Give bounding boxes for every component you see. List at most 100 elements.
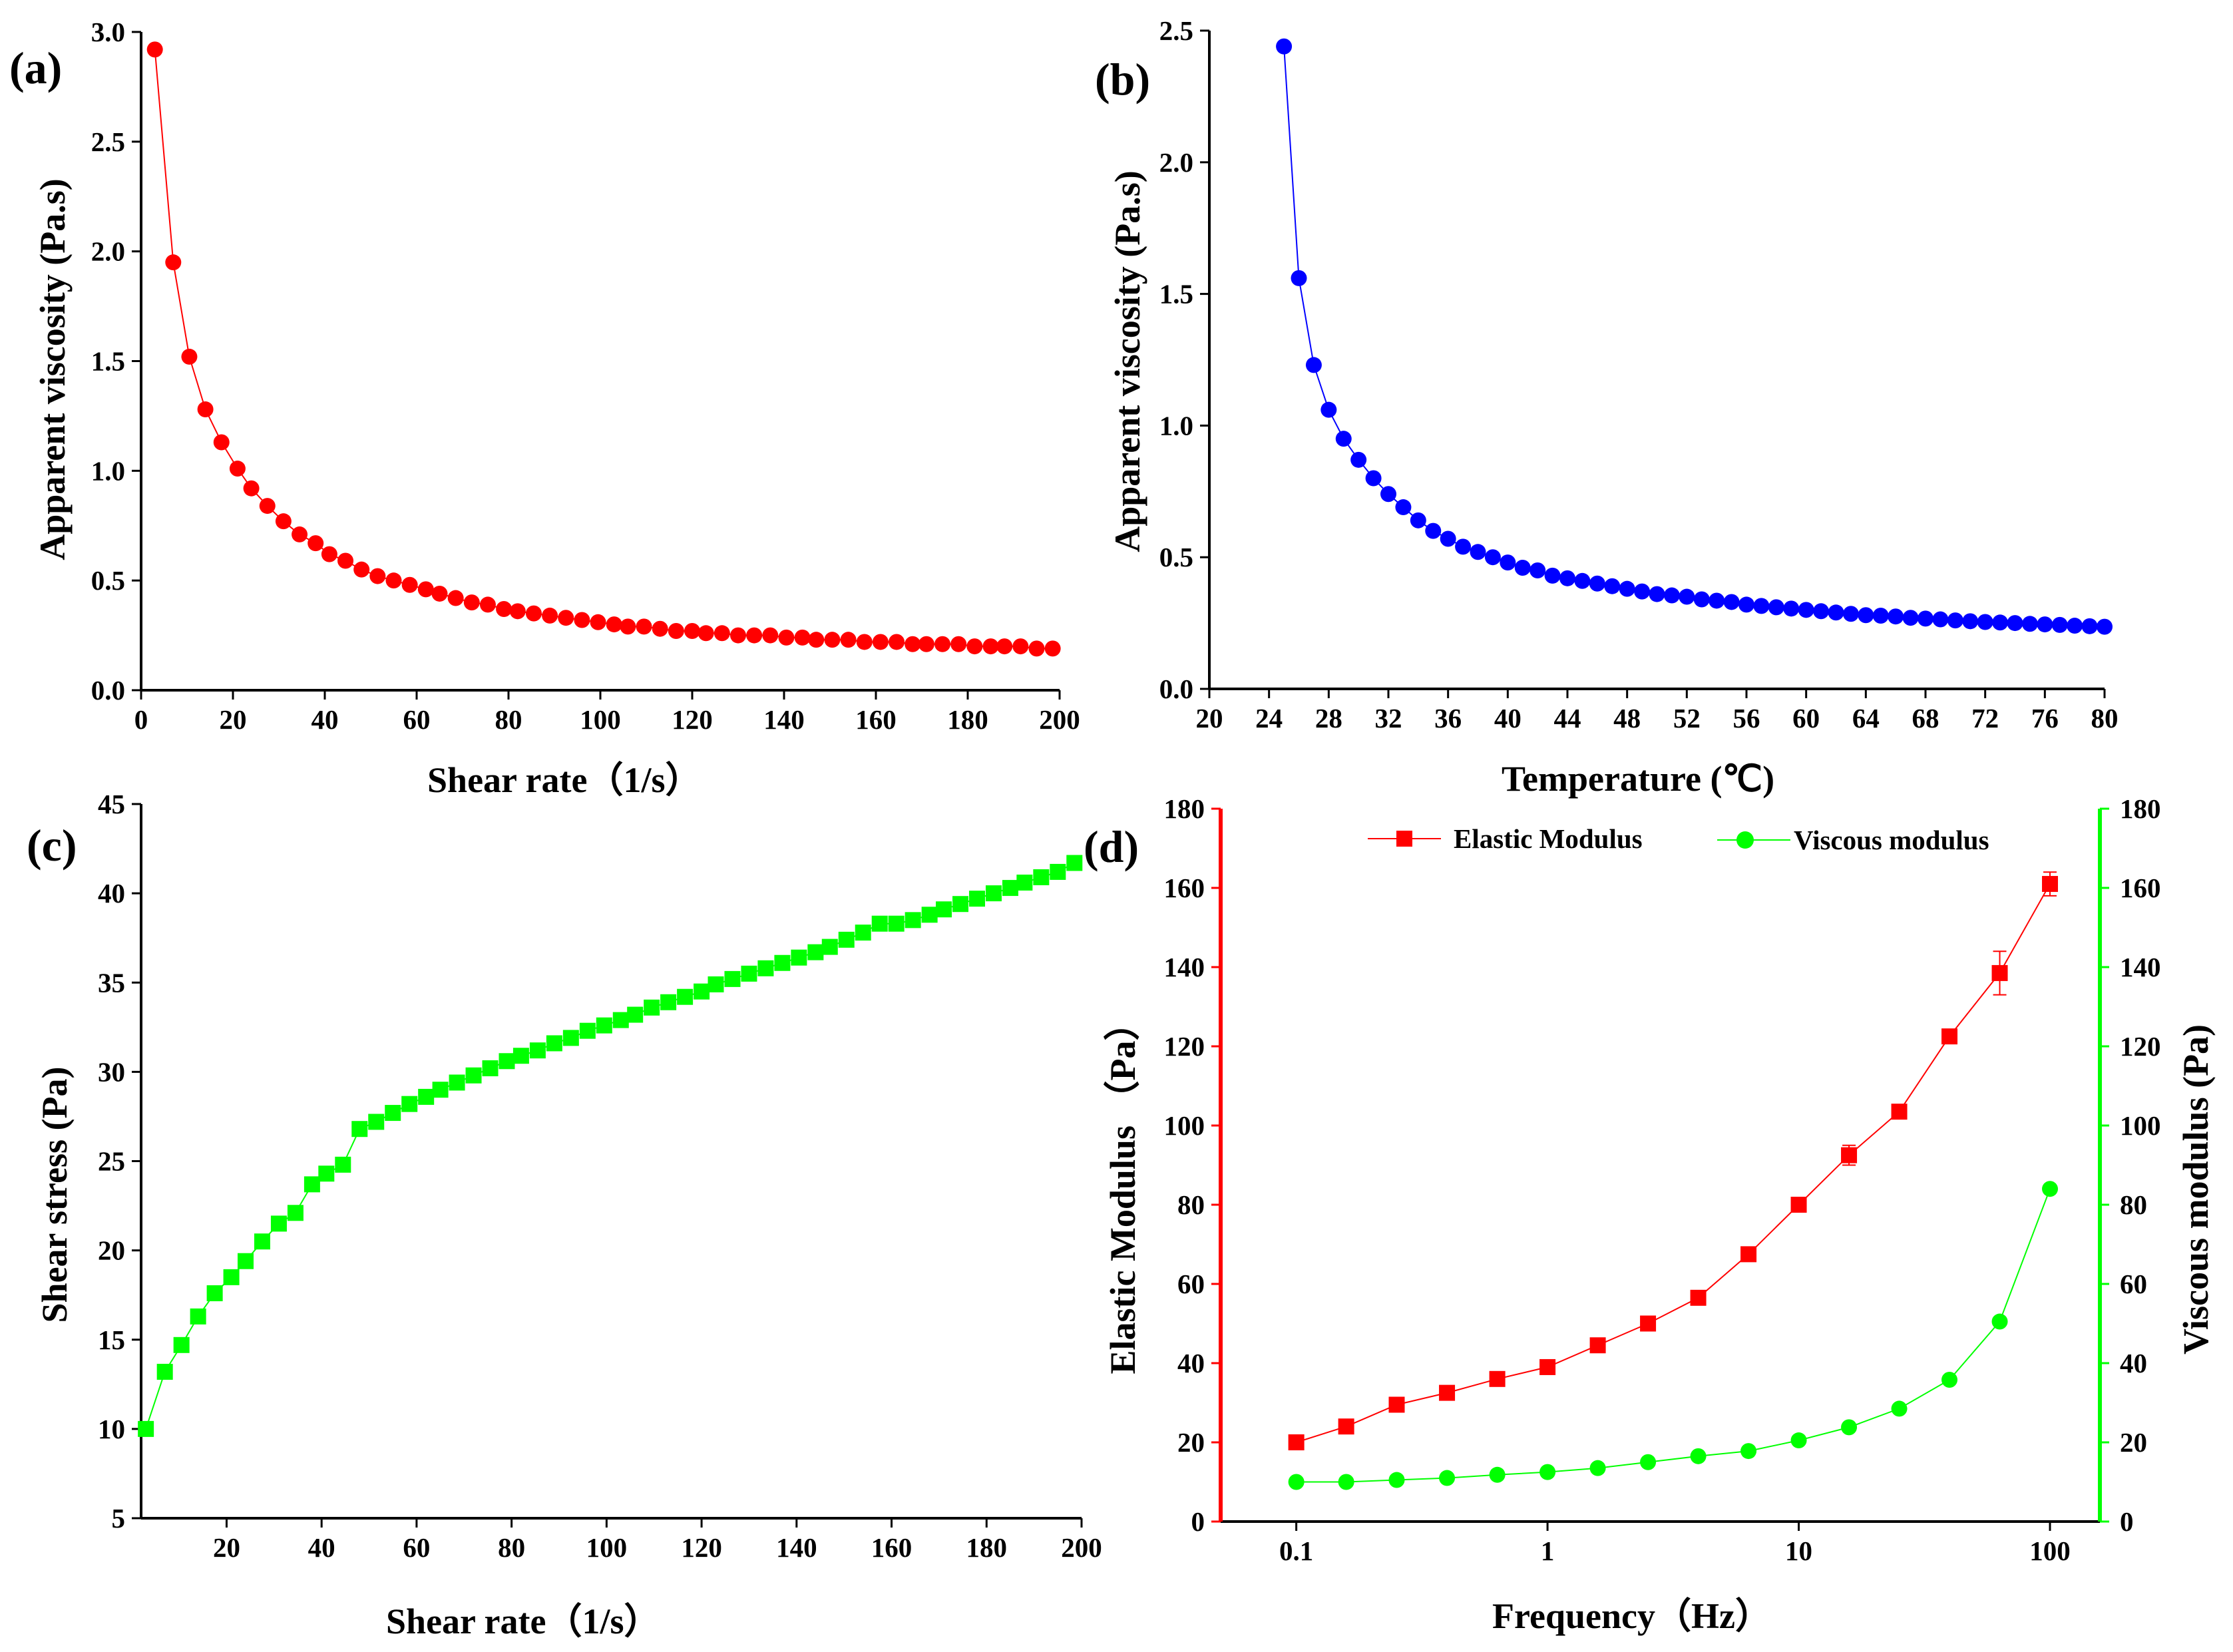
y-right-tick-label: 80 <box>2120 1189 2147 1220</box>
data-point <box>1335 431 1352 447</box>
data-point <box>1977 614 1993 630</box>
data-point <box>684 622 700 639</box>
y-tick-label: 30 <box>98 1056 125 1087</box>
data-point <box>482 1060 499 1077</box>
y-tick-label: 160 <box>1164 873 1205 903</box>
data-point <box>620 618 636 635</box>
data-point <box>1012 638 1029 655</box>
data-point <box>774 954 791 971</box>
x-tick-label: 80 <box>2091 703 2119 733</box>
data-point <box>1991 964 2008 981</box>
data-point <box>1813 603 1830 620</box>
data-point <box>888 915 905 932</box>
x-tick-label: 120 <box>681 1532 722 1563</box>
data-point <box>1539 1358 1556 1375</box>
x-tick-label: 0.1 <box>1279 1536 1313 1566</box>
data-point <box>840 632 857 648</box>
data-point <box>512 1048 529 1064</box>
data-point <box>1992 614 2009 631</box>
y-tick-label: 1.5 <box>91 346 125 377</box>
data-point <box>335 1156 351 1173</box>
y-tick-label: 2.5 <box>1159 15 1193 46</box>
y-right-tick-label: 120 <box>2120 1031 2161 1062</box>
data-point <box>546 1035 562 1052</box>
x-tick-label: 40 <box>308 1532 335 1563</box>
data-point <box>1891 1400 1908 1417</box>
y-right-tick-label: 60 <box>2120 1269 2147 1299</box>
chart-panel-1: 0 20 40 60 80 100 120 140 160 180 200 0.0 0.5 1.0 1.5 2… <box>91 17 1080 735</box>
data-point <box>1790 1197 1807 1213</box>
data-point <box>627 1006 644 1023</box>
plot-layer: 0 20 40 60 80 100 120 140 160 180 2000.00.51.01.52… <box>91 15 2161 1566</box>
x-tick-label: 120 <box>672 704 713 735</box>
y-tick-label: 35 <box>98 967 125 998</box>
data-point <box>2042 876 2059 893</box>
data-point <box>741 965 757 982</box>
data-point <box>905 912 921 929</box>
data-point <box>1842 606 1859 622</box>
x-tick-label: 180 <box>947 704 988 735</box>
data-point <box>1690 1448 1707 1464</box>
data-point <box>417 581 434 598</box>
data-point <box>1440 530 1456 547</box>
x-tick-label: 68 <box>1912 703 1939 733</box>
data-point <box>292 526 308 542</box>
data-point <box>1753 598 1770 614</box>
data-point <box>206 1285 223 1302</box>
data-point <box>934 636 951 652</box>
data-point <box>254 1233 270 1250</box>
y-tick-label: 0.5 <box>91 565 125 596</box>
y-right-tick-label: 160 <box>2120 873 2161 903</box>
y-tick-label: 5 <box>112 1503 126 1534</box>
x-tick-label: 10 <box>1785 1536 1812 1566</box>
data-point <box>1544 567 1561 584</box>
x-tick-label: 48 <box>1613 703 1641 733</box>
data-point <box>808 632 825 648</box>
data-point <box>1395 499 1412 516</box>
data-point <box>708 976 724 992</box>
data-point <box>807 944 824 960</box>
data-point <box>1783 600 1800 617</box>
data-point <box>173 1337 190 1353</box>
y-tick-label: 20 <box>1177 1427 1205 1458</box>
data-point <box>1790 1432 1807 1449</box>
data-point <box>1276 38 1293 55</box>
panel-label-c: (c) <box>27 820 77 871</box>
data-point <box>238 1253 254 1269</box>
data-point <box>562 1030 579 1046</box>
x-tick-label: 28 <box>1315 703 1342 733</box>
panel-d-ylabel-left: Elastic Modulus （Pa） <box>1103 1004 1143 1374</box>
data-point <box>368 1114 385 1130</box>
data-point <box>465 1067 482 1084</box>
data-point <box>1891 1104 1908 1120</box>
data-point <box>1574 572 1591 589</box>
data-point <box>351 1121 368 1137</box>
chart-panel-2: 20 24 28 32 36 40 44 48 52 56 60 64 68 72 76 80 0.0 0.5 1.… <box>1159 15 2119 733</box>
data-point <box>1425 522 1442 539</box>
data-point <box>889 634 905 650</box>
panel-label-d: (d) <box>1084 821 1139 872</box>
y-tick-label: 40 <box>98 878 125 909</box>
data-point <box>259 498 276 515</box>
data-point <box>677 988 694 1005</box>
data-point <box>1841 1419 1858 1436</box>
data-point <box>1033 869 1050 885</box>
data-point <box>1932 611 1949 628</box>
y-tick-label: 45 <box>98 789 125 819</box>
data-point <box>757 960 774 976</box>
series-line-1 <box>145 862 1075 1430</box>
data-point <box>746 627 763 644</box>
data-point <box>385 572 402 589</box>
data-point <box>950 636 967 652</box>
y-tick-label: 140 <box>1164 952 1205 982</box>
data-point <box>2081 618 2098 634</box>
x-tick-label: 100 <box>580 704 621 735</box>
data-point <box>1738 596 1754 613</box>
x-tick-label: 40 <box>1494 703 1522 733</box>
data-point <box>1679 588 1695 605</box>
x-tick-label: 60 <box>403 704 431 735</box>
data-point <box>1539 1464 1556 1480</box>
data-point <box>1690 1289 1707 1306</box>
data-point <box>644 999 660 1016</box>
panel-a-xlabel: Shear rate（1/s） <box>427 760 701 800</box>
